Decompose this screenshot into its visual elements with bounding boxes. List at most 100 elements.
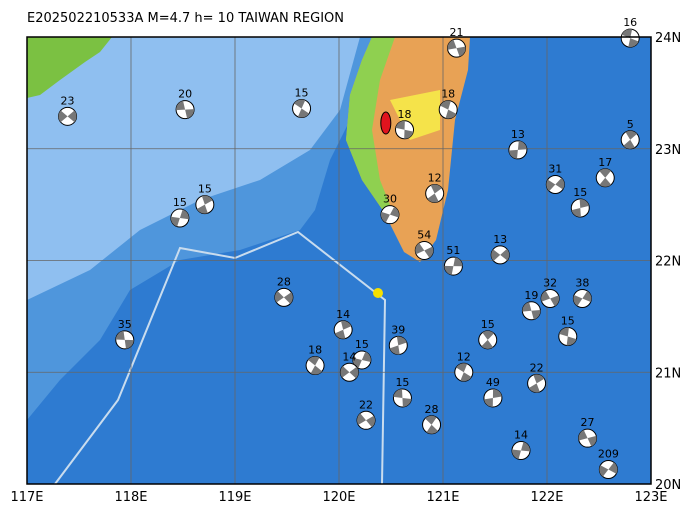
beachball-quadrant (623, 130, 638, 149)
beachball-quadrant (522, 302, 541, 320)
depth-label: 20 (178, 88, 192, 101)
main-event (380, 111, 392, 135)
depth-label: 18 (308, 344, 322, 357)
depth-label: 32 (543, 276, 557, 289)
depth-label: 49 (486, 376, 500, 389)
y-tick-label: 22N (655, 255, 681, 270)
depth-label: 39 (391, 323, 405, 336)
beachball-quadrant (196, 195, 213, 214)
depth-label: 28 (277, 275, 291, 288)
beachball-quadrant (58, 110, 77, 123)
y-tick-label: 23N (655, 143, 681, 158)
x-tick-label: 122E (530, 490, 563, 505)
depth-label: 14 (514, 428, 528, 441)
beachball-quadrant (621, 29, 639, 48)
x-tick-label: 119E (218, 490, 251, 505)
beachball-quadrant (340, 366, 359, 379)
depth-label: 23 (61, 94, 75, 107)
beachball-quadrant (393, 388, 412, 407)
beachball-quadrant (491, 248, 510, 261)
beachball-quadrant (170, 209, 189, 227)
beachball-quadrant (352, 351, 371, 369)
depth-label: 30 (383, 193, 397, 206)
depth-label: 18 (441, 88, 455, 101)
beachball-quadrant (274, 291, 293, 304)
x-tick-label: 118E (114, 490, 147, 505)
depth-label: 22 (530, 361, 544, 374)
depth-label: 38 (575, 276, 589, 289)
beachball-quadrant (115, 330, 134, 349)
beachball-quadrant (425, 415, 439, 434)
depth-label: 16 (623, 16, 637, 29)
beachball-quadrant (294, 99, 310, 118)
depth-label: 35 (118, 318, 132, 331)
depth-label: 13 (511, 128, 525, 141)
beachball-quadrant (357, 413, 376, 428)
frame (26, 36, 652, 485)
shallow-shelf (27, 37, 360, 300)
beachball-quadrant (508, 140, 527, 159)
depth-label: 15 (573, 186, 587, 199)
depth-label: 15 (481, 318, 495, 331)
y-tick-label: 24N (655, 31, 681, 46)
beachball-quadrant (599, 168, 612, 187)
depth-label: 27 (581, 416, 595, 429)
depth-label: 12 (428, 171, 442, 184)
depth-label: 15 (198, 183, 212, 196)
beachball-quadrant (440, 100, 457, 119)
depth-label: 12 (457, 350, 471, 363)
x-tick-label: 123E (634, 490, 667, 505)
depth-label: 28 (425, 403, 439, 416)
beachball-quadrant (571, 198, 590, 217)
depth-label: 15 (295, 87, 309, 100)
depth-label: 18 (398, 108, 412, 121)
taiwan-plain (346, 37, 396, 220)
depth-label: 15 (355, 338, 369, 351)
beachball-quadrant (512, 441, 530, 460)
taiwan-upland (390, 90, 440, 140)
station (373, 288, 383, 298)
depth-label: 14 (342, 350, 356, 363)
depth-label: 209 (598, 447, 619, 460)
beachball-quadrant (481, 330, 494, 349)
beachball-quadrant (541, 290, 560, 307)
depth-label: 15 (395, 376, 409, 389)
beachball-quadrant (456, 363, 472, 382)
beachball-quadrant (427, 184, 442, 203)
beachball-quadrant (528, 374, 545, 393)
beachball-quadrant (444, 257, 463, 275)
beachball-quadrant (484, 388, 502, 407)
depth-label: 19 (524, 289, 538, 302)
beachball-quadrant (334, 320, 352, 339)
beachball-quadrant (559, 327, 577, 346)
depth-label: 5 (627, 118, 634, 131)
beachball-quadrant (308, 356, 323, 375)
beachball-quadrant (176, 100, 195, 119)
depth-label: 22 (359, 398, 373, 411)
depth-label: 21 (450, 26, 464, 39)
x-tick-label: 120E (322, 490, 355, 505)
x-tick-label: 117E (10, 490, 43, 505)
title: E202502210533A M=4.7 h= 10 TAIWAN REGION (27, 11, 344, 26)
depth-label: 17 (598, 156, 612, 169)
depth-label: 13 (493, 233, 507, 246)
y-tick-label: 20N (655, 478, 681, 493)
x-tick-label: 121E (426, 490, 459, 505)
depth-label: 51 (446, 244, 460, 257)
y-tick-label: 21N (655, 366, 681, 381)
depth-label: 14 (336, 308, 350, 321)
beachball-quadrant (447, 39, 466, 57)
beachball-quadrant (599, 462, 618, 477)
beachball-quadrant (578, 430, 597, 447)
beachball-quadrant (380, 206, 399, 223)
depth-label: 54 (417, 228, 431, 241)
depth-label: 31 (548, 163, 562, 176)
mainland (27, 37, 112, 98)
beachball-quadrant (395, 120, 414, 139)
beachball-quadrant (389, 336, 407, 355)
beachball-quadrant (546, 177, 565, 192)
beachball-quadrant (573, 290, 592, 307)
depth-label: 15 (561, 314, 575, 327)
